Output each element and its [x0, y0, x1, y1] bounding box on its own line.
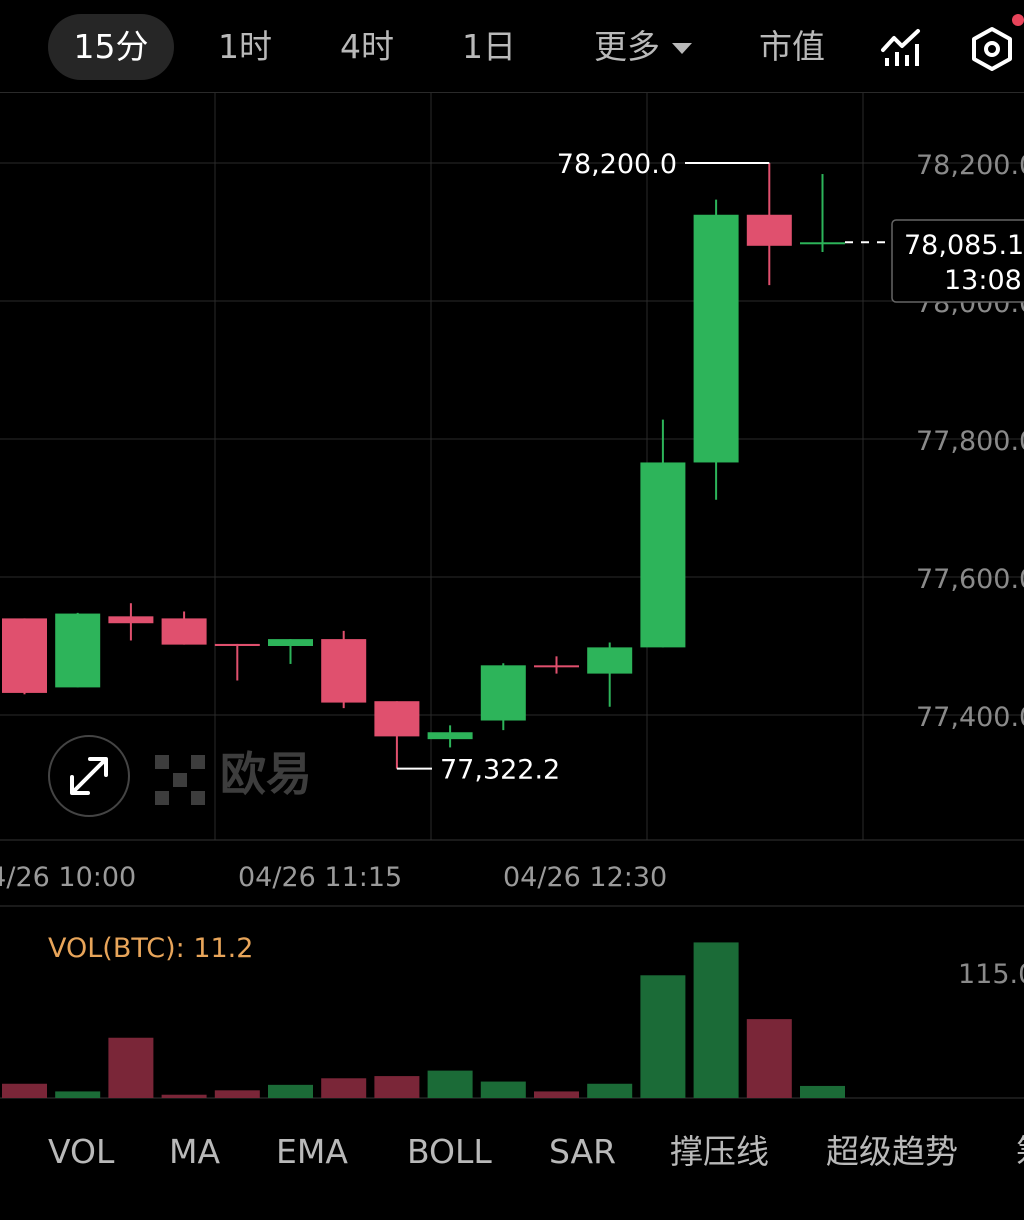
- candle-body: [587, 647, 633, 674]
- candle-body: [480, 665, 526, 721]
- last-price-label: 78,085.1: [904, 230, 1024, 261]
- tab-1d[interactable]: 1日: [462, 27, 516, 66]
- volume-bar: [268, 1084, 313, 1098]
- indicator-boll[interactable]: BOLL: [407, 1132, 492, 1171]
- candle-body: [108, 616, 154, 624]
- y-tick-label: 77,600.0: [916, 564, 1024, 595]
- volume-bar: [800, 1085, 845, 1098]
- volume-bar: [640, 975, 686, 1098]
- volume-tick-label: 115.0: [958, 959, 1024, 990]
- price-chart[interactable]: 78,200.078,000.077,800.077,600.077,400.0…: [0, 0, 1024, 1100]
- fullscreen-button[interactable]: [48, 735, 130, 817]
- indicator-vol[interactable]: VOL: [48, 1132, 115, 1171]
- indicator-ema[interactable]: EMA: [276, 1132, 348, 1171]
- x-tick-label: 04/26 11:15: [238, 862, 402, 893]
- volume-bar: [427, 1070, 473, 1098]
- candle-body: [268, 639, 313, 646]
- indicator-support-resistance[interactable]: 撑压线: [670, 1132, 769, 1171]
- candle-body: [800, 242, 845, 245]
- volume-bar: [108, 1037, 154, 1098]
- volume-bar: [214, 1090, 260, 1098]
- candle-body: [161, 618, 207, 645]
- timeframe-bar: 15分 1时 4时 1日 更多 市值: [0, 0, 1024, 93]
- indicator-ma[interactable]: MA: [169, 1132, 221, 1171]
- volume-bar: [2, 1083, 47, 1098]
- tab-15m[interactable]: 15分: [48, 14, 174, 80]
- candle-body: [214, 643, 260, 646]
- volume-bar: [55, 1091, 101, 1098]
- market-cap-tab[interactable]: 市值: [759, 27, 825, 66]
- hexagon-settings-icon[interactable]: [970, 26, 1014, 72]
- volume-bar: [534, 1091, 579, 1098]
- x-tick-label: 04/26 10:00: [0, 862, 136, 893]
- expand-arrows-icon: [70, 757, 108, 795]
- x-tick-label: 04/26 12:30: [503, 862, 667, 893]
- okx-logo: [155, 755, 205, 805]
- volume-bar: [587, 1083, 633, 1098]
- volume-bar: [480, 1081, 526, 1098]
- candle-body: [746, 214, 792, 246]
- volume-bar: [746, 1019, 792, 1098]
- more-label: 更多: [594, 27, 660, 66]
- min-price-label: 77,322.2: [440, 755, 560, 786]
- y-tick-label: 77,800.0: [916, 426, 1024, 457]
- brand-watermark: 欧易: [220, 747, 312, 801]
- countdown-label: 13:08: [944, 265, 1022, 296]
- chevron-down-icon: [672, 43, 692, 54]
- candle-body: [374, 701, 420, 737]
- notification-dot: [1012, 14, 1024, 26]
- more-dropdown[interactable]: 更多: [578, 14, 708, 80]
- tab-4h[interactable]: 4时: [340, 27, 394, 66]
- candle-body: [534, 665, 579, 668]
- candle-body: [640, 462, 686, 648]
- candle-body: [693, 214, 739, 463]
- volume-bar: [321, 1078, 367, 1098]
- volume-bar: [374, 1076, 420, 1098]
- indicator-more[interactable]: 筹: [1016, 1130, 1024, 1174]
- candle-body: [2, 618, 47, 693]
- volume-label: VOL(BTC): 11.2: [48, 933, 253, 964]
- indicator-sar[interactable]: SAR: [549, 1132, 617, 1171]
- candle-body: [321, 639, 367, 703]
- candle-body: [55, 613, 101, 688]
- max-price-label: 78,200.0: [557, 149, 677, 180]
- volume-bar: [161, 1094, 207, 1098]
- y-tick-label: 78,200.0: [916, 150, 1024, 181]
- volume-bar: [693, 942, 739, 1098]
- chart-line-icon[interactable]: [880, 28, 924, 70]
- candle-body: [427, 732, 473, 740]
- y-tick-label: 77,400.0: [916, 702, 1024, 733]
- tab-1h[interactable]: 1时: [218, 27, 272, 66]
- indicator-supertrend[interactable]: 超级趋势: [826, 1132, 958, 1171]
- last-price-box: [891, 219, 1024, 303]
